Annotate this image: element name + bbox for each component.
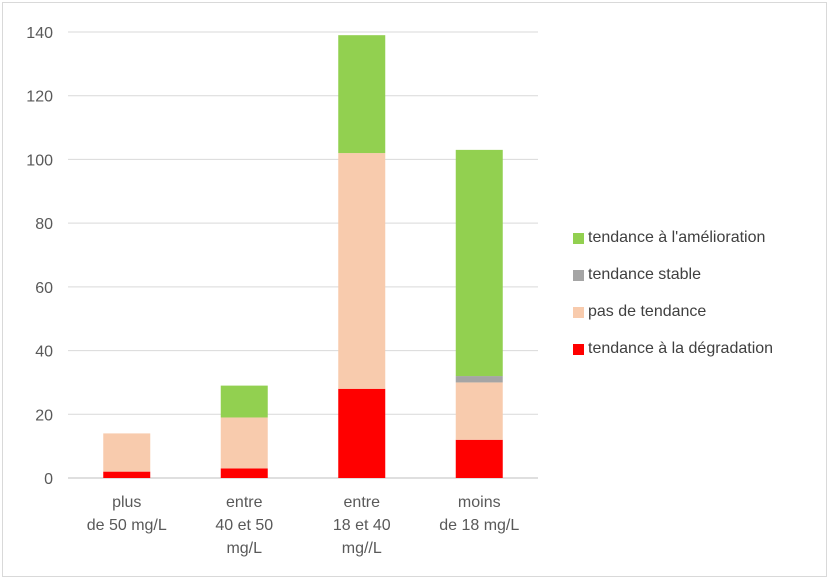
- x-tick-label: moins: [458, 494, 501, 511]
- legend-item: tendance à la dégradation: [573, 338, 773, 360]
- x-tick-label: 18 et 40: [333, 517, 391, 534]
- legend-item: tendance stable: [573, 264, 773, 286]
- y-tick-label: 0: [44, 471, 53, 488]
- bar-segment: [456, 150, 503, 376]
- x-tick-label: entre: [344, 494, 381, 511]
- legend-swatch: [573, 344, 584, 355]
- legend-label: tendance stable: [588, 266, 701, 284]
- x-tick-label: de 18 mg/L: [439, 517, 519, 534]
- legend-item: tendance à l'amélioration: [573, 227, 773, 249]
- bar-segment: [221, 417, 268, 468]
- y-tick-label: 60: [35, 280, 53, 297]
- chart-legend: tendance à l'amélioration tendance stable…: [573, 227, 773, 375]
- legend-swatch: [573, 233, 584, 244]
- x-tick-label: 40 et 50: [215, 517, 273, 534]
- bar-segment: [456, 376, 503, 382]
- bar-segment: [338, 389, 385, 478]
- legend-label: pas de tendance: [588, 303, 706, 321]
- x-tick-label: mg/L: [226, 540, 262, 557]
- bar-segment: [103, 433, 150, 471]
- legend-label: tendance à la dégradation: [588, 340, 773, 358]
- bar-segment: [338, 35, 385, 153]
- bar-segment: [103, 472, 150, 478]
- bar-segment: [221, 386, 268, 418]
- legend-swatch: [573, 307, 584, 318]
- x-tick-label: mg//L: [342, 540, 382, 557]
- bar-segment: [338, 153, 385, 389]
- y-tick-label: 20: [35, 407, 53, 424]
- y-tick-label: 100: [26, 152, 53, 169]
- legend-label: tendance à l'amélioration: [588, 229, 765, 247]
- y-tick-label: 120: [26, 89, 53, 106]
- x-tick-label: de 50 mg/L: [87, 517, 167, 534]
- bar-segment: [456, 382, 503, 439]
- bar-segment: [221, 468, 268, 478]
- x-tick-label: plus: [112, 494, 141, 511]
- y-tick-label: 40: [35, 344, 53, 361]
- y-tick-label: 80: [35, 216, 53, 233]
- legend-swatch: [573, 270, 584, 281]
- bar-segment: [456, 440, 503, 478]
- y-tick-label: 140: [26, 25, 53, 42]
- legend-item: pas de tendance: [573, 301, 773, 323]
- x-tick-label: entre: [226, 494, 263, 511]
